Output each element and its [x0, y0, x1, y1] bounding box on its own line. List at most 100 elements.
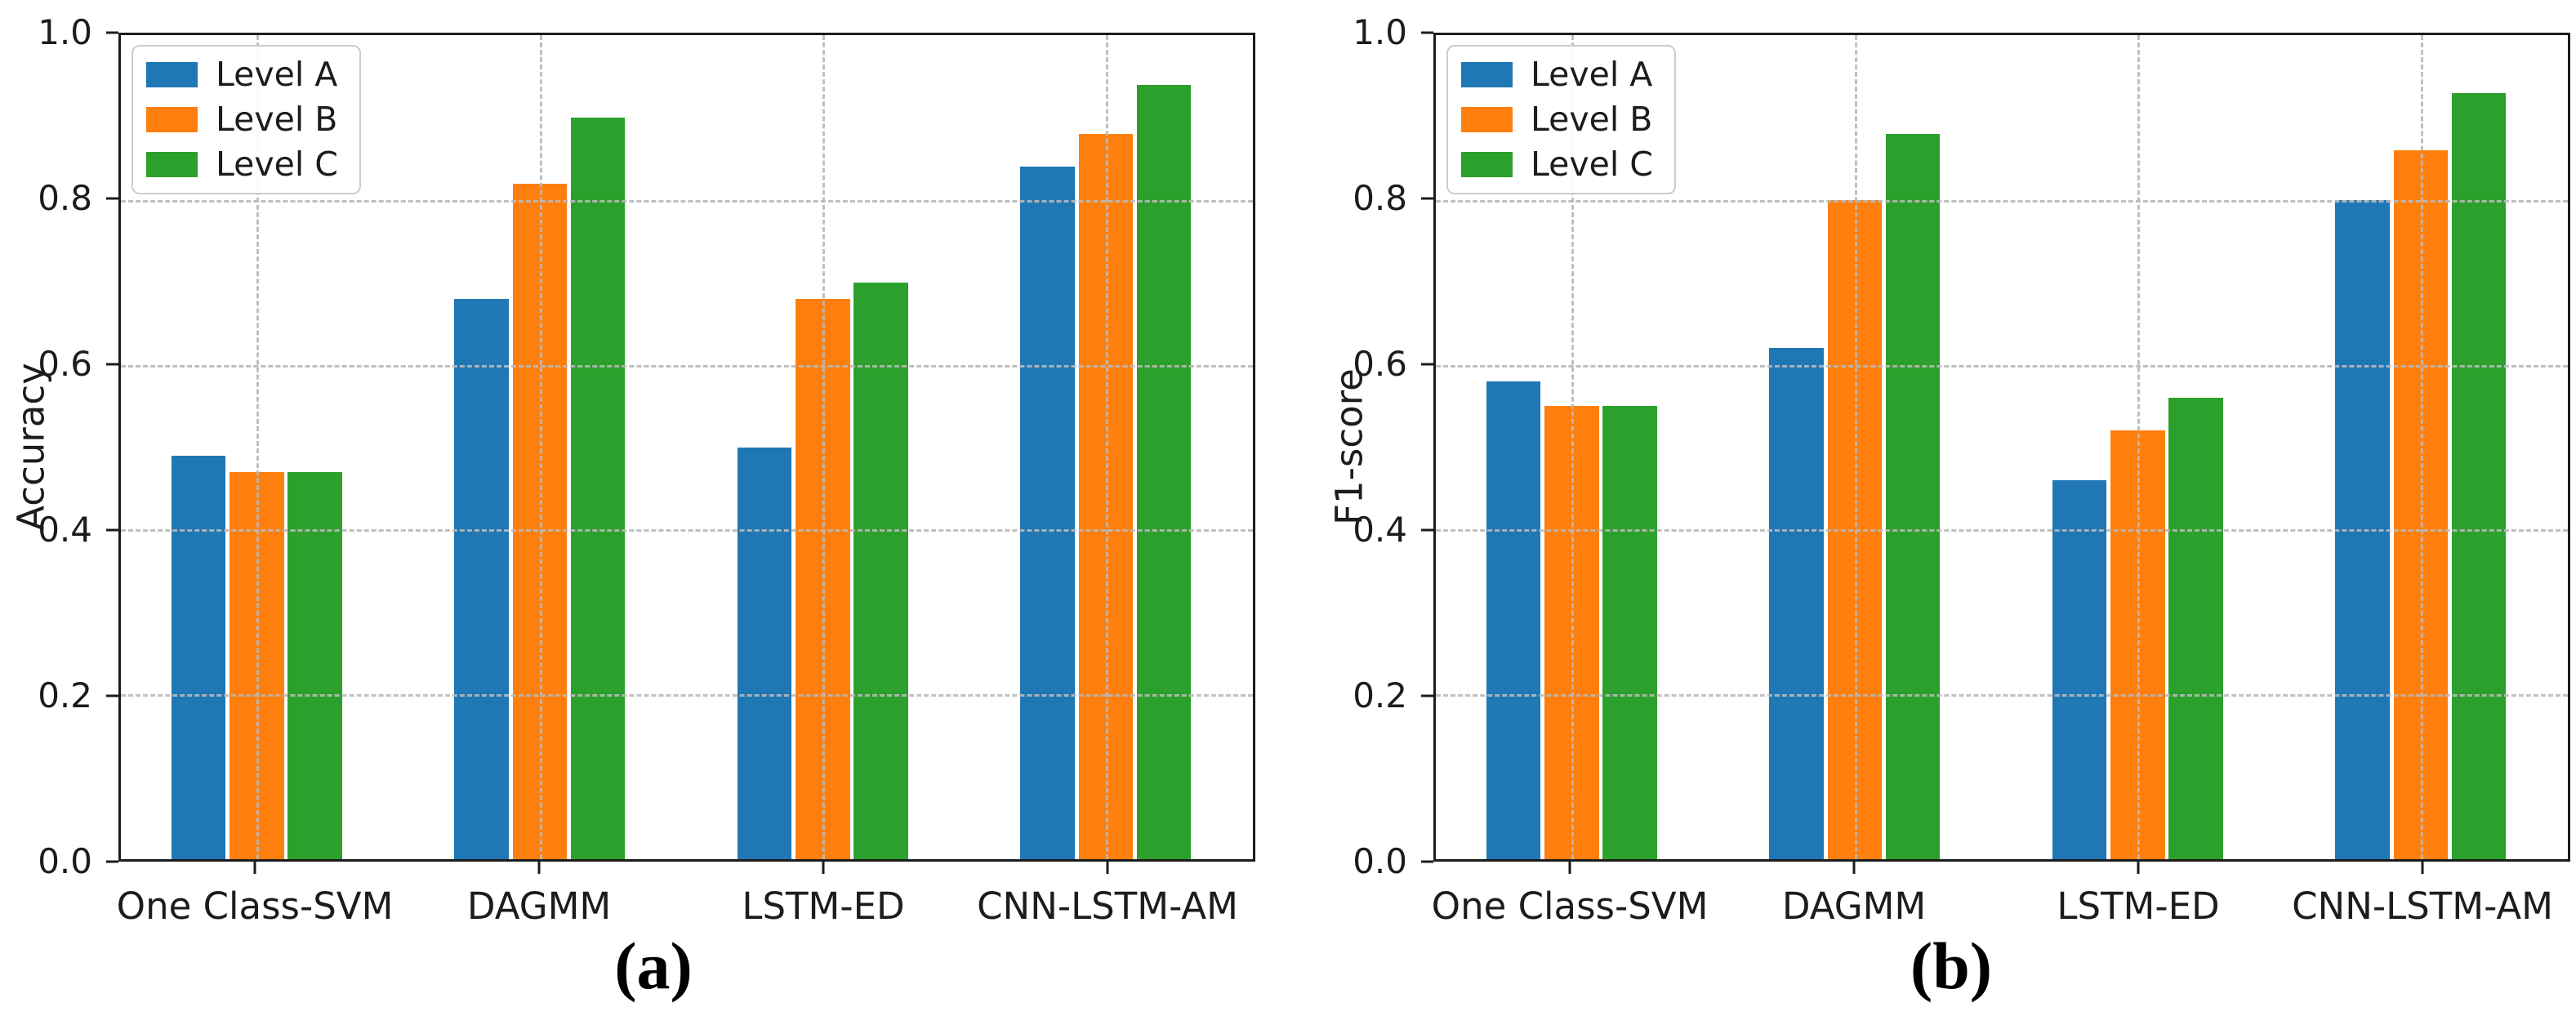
y-axis-ticks: 0.0 0.2 0.4 0.6 0.8 1.0 — [0, 16, 118, 879]
horizontal-gridline — [1436, 199, 2568, 203]
y-tick-mark — [1421, 694, 1433, 697]
y-tick-label: 0.4 — [1353, 510, 1407, 550]
y-tick-label: 0.6 — [1353, 344, 1407, 384]
y-tick-label: 0.2 — [38, 675, 92, 715]
x-tick-label: DAGMM — [1781, 885, 1927, 928]
vertical-gridline — [2137, 35, 2141, 859]
y-tick-mark — [1421, 31, 1433, 34]
bar-level-a-one-class-svm — [171, 455, 226, 859]
y-tick-label: 0.4 — [38, 510, 92, 550]
x-tick-label: LSTM-ED — [2057, 885, 2220, 928]
y-tick-label: 1.0 — [1353, 12, 1407, 52]
vertical-gridline — [1854, 35, 1857, 859]
x-tick-mark — [1106, 862, 1109, 874]
y-axis-ticks: 0.0 0.2 0.4 0.6 0.8 1.0 — [1288, 16, 1433, 879]
bar-level-b-lstm-ed — [2110, 430, 2165, 859]
plot-area: Level A Level B Level C — [118, 33, 1255, 862]
subfigure-caption: (b) — [1910, 929, 1993, 1003]
y-tick-label: 0.8 — [38, 178, 92, 218]
horizontal-gridline — [121, 529, 1253, 533]
legend-color-swatch-level-a — [146, 62, 198, 87]
y-tick-mark — [1421, 528, 1433, 532]
plot-area: Level A Level B Level C — [1433, 33, 2570, 862]
bar-level-b-one-class-svm — [230, 471, 284, 859]
bar-level-c-lstm-ed — [853, 282, 908, 859]
x-tick-mark — [253, 862, 256, 874]
legend-color-swatch-level-b — [1461, 107, 1513, 132]
x-axis-ticks: One Class-SVM DAGMM LSTM-ED CNN-LSTM-AM — [1431, 862, 2570, 992]
legend-color-swatch-level-b — [146, 107, 198, 132]
y-tick-label: 0.2 — [1353, 675, 1407, 715]
legend-label: Level A — [216, 55, 338, 94]
y-tick-label: 0.6 — [38, 344, 92, 384]
x-tick-label: CNN-LSTM-AM — [977, 885, 1238, 928]
legend: Level A Level B Level C — [1446, 45, 1676, 194]
x-tick-mark — [1568, 862, 1571, 874]
bar-level-a-dagmm — [454, 298, 509, 859]
legend-label: Level C — [216, 145, 338, 184]
y-tick-mark — [1421, 197, 1433, 200]
chart-panel-f1score: F1-score 0.0 0.2 0.4 0.6 0.8 1.0 Level A Level… — [1288, 0, 2576, 1016]
legend-item: Level C — [1461, 148, 1653, 181]
horizontal-gridline — [121, 199, 1253, 203]
bar-level-b-dagmm — [512, 183, 568, 859]
bar-level-a-dagmm — [1769, 348, 1824, 859]
x-tick-label: One Class-SVM — [1431, 885, 1709, 928]
vertical-gridline — [1571, 35, 1575, 859]
bar-level-b-one-class-svm — [1544, 406, 1599, 859]
y-tick-mark — [106, 528, 118, 532]
x-tick-label: One Class-SVM — [116, 885, 394, 928]
horizontal-gridline — [1436, 694, 2568, 697]
bar-level-c-dagmm — [1885, 134, 1941, 859]
chart-panel-accuracy: Accuracy 0.0 0.2 0.4 0.6 0.8 1.0 Level A Level… — [0, 16, 1255, 1003]
x-tick-label: DAGMM — [466, 885, 612, 928]
legend-item: Level A — [146, 58, 338, 91]
x-tick-mark — [1852, 862, 1856, 874]
x-tick-mark — [2137, 862, 2140, 874]
x-tick-mark — [2421, 862, 2424, 874]
bar-level-a-lstm-ed — [2052, 479, 2107, 859]
legend-label: Level C — [1531, 145, 1653, 184]
bar-level-c-dagmm — [570, 117, 626, 859]
vertical-gridline — [2420, 35, 2423, 859]
y-tick-mark — [106, 860, 118, 863]
legend-color-swatch-level-a — [1461, 62, 1513, 87]
x-axis-ticks: One Class-SVM DAGMM LSTM-ED CNN-LSTM-AM — [116, 862, 1255, 992]
horizontal-gridline — [121, 694, 1253, 697]
bar-level-a-lstm-ed — [737, 447, 792, 859]
bar-level-c-cnn-lstm-am — [1136, 84, 1192, 859]
vertical-gridline — [822, 35, 826, 859]
legend-color-swatch-level-c — [146, 152, 198, 177]
y-tick-mark — [106, 694, 118, 697]
y-tick-mark — [1421, 363, 1433, 366]
legend-label: Level B — [216, 100, 338, 139]
bar-level-b-lstm-ed — [796, 298, 850, 859]
bar-level-b-cnn-lstm-am — [1078, 134, 1134, 859]
y-tick-mark — [106, 31, 118, 34]
y-tick-mark — [1421, 860, 1433, 863]
legend-item: Level B — [146, 103, 338, 136]
bar-level-a-cnn-lstm-am — [1020, 167, 1075, 859]
legend-label: Level A — [1531, 55, 1653, 94]
legend-color-swatch-level-c — [1461, 152, 1513, 177]
horizontal-gridline — [121, 364, 1253, 368]
legend-item: Level B — [1461, 103, 1653, 136]
legend-label: Level B — [1531, 100, 1653, 139]
y-tick-label: 0.0 — [1353, 841, 1407, 881]
bar-level-b-cnn-lstm-am — [2393, 150, 2449, 859]
y-tick-mark — [106, 363, 118, 366]
bar-level-c-cnn-lstm-am — [2451, 92, 2507, 859]
y-tick-label: 0.0 — [38, 841, 92, 881]
y-tick-label: 1.0 — [38, 12, 92, 52]
y-tick-label: 0.8 — [1353, 178, 1407, 218]
bar-level-a-one-class-svm — [1486, 381, 1541, 859]
vertical-gridline — [1105, 35, 1108, 859]
x-tick-mark — [537, 862, 541, 874]
x-tick-label: LSTM-ED — [742, 885, 905, 928]
x-tick-mark — [822, 862, 825, 874]
bar-level-c-one-class-svm — [1602, 406, 1657, 859]
subfigure-caption: (a) — [614, 929, 693, 1003]
legend-item: Level A — [1461, 58, 1653, 91]
bar-level-c-lstm-ed — [2168, 397, 2223, 859]
